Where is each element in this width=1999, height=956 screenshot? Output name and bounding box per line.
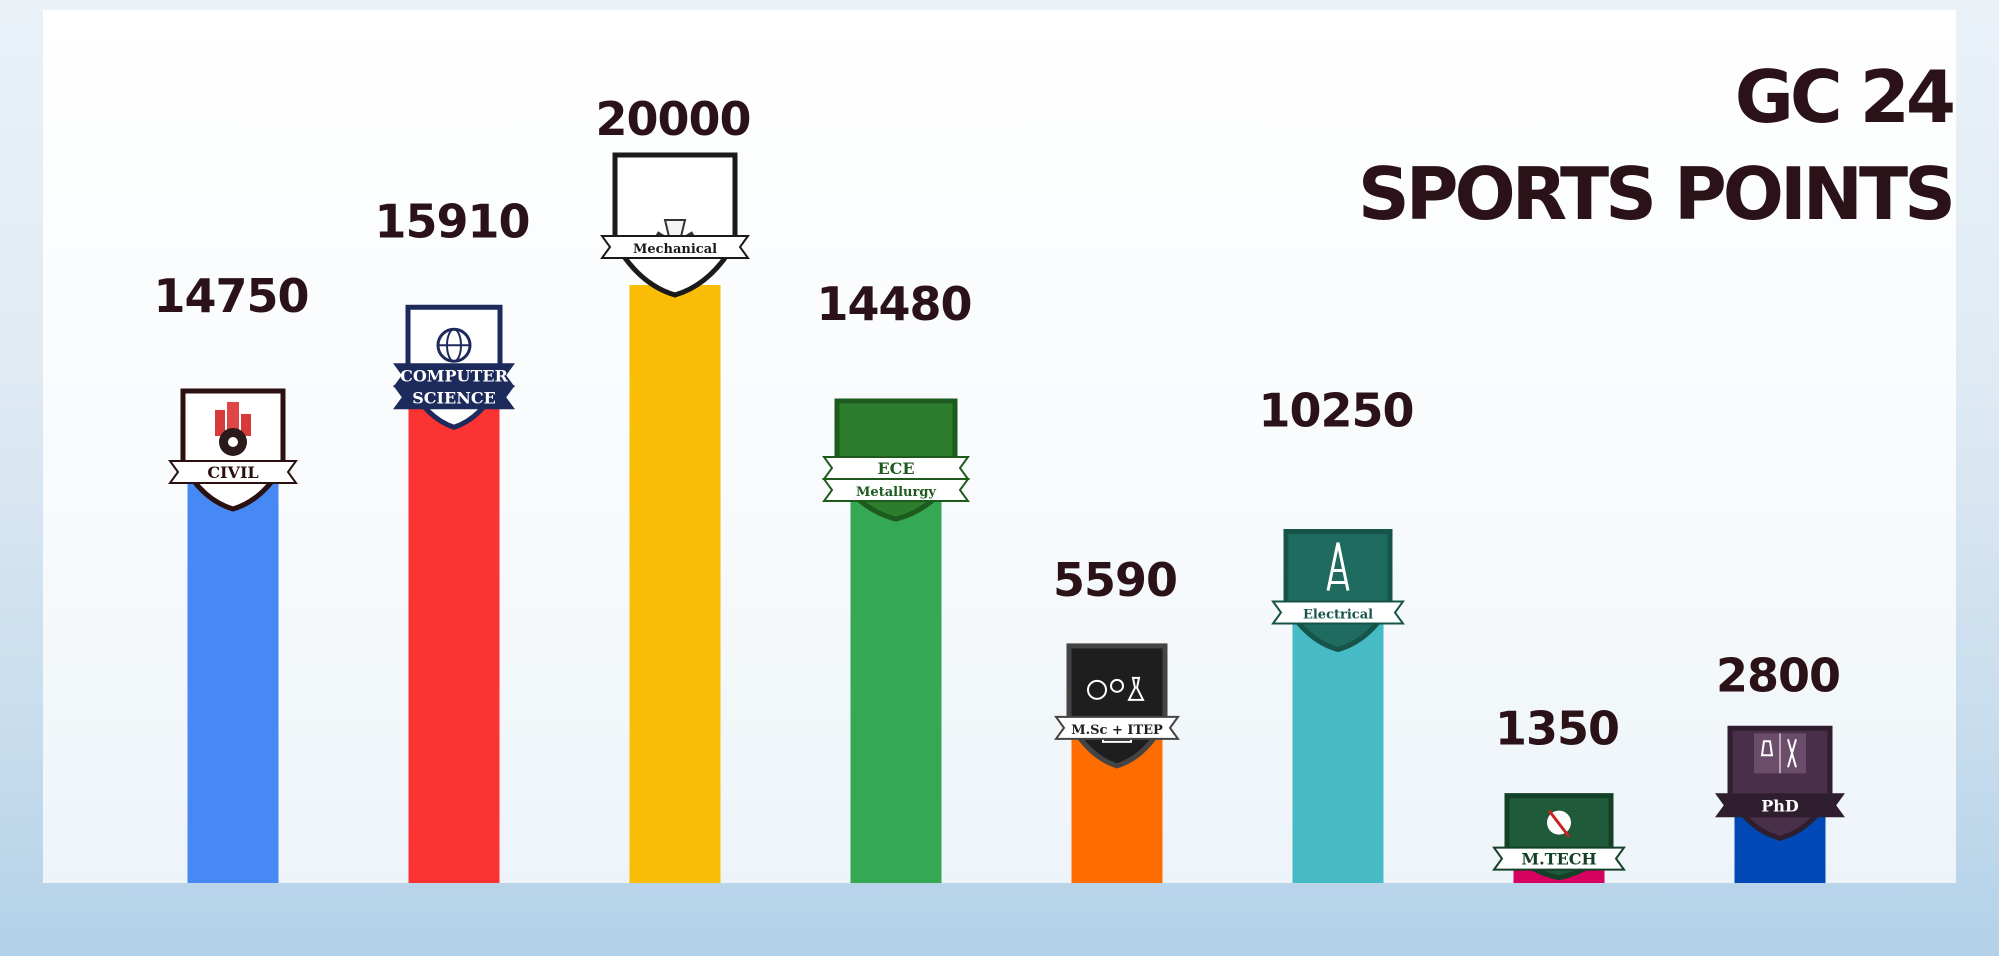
crest-label: Electrical <box>1303 608 1373 623</box>
transmission-tower-icon <box>1326 542 1350 591</box>
crest-label: PhD <box>1761 796 1799 815</box>
crest-label: M.TECH <box>1521 850 1596 869</box>
bar-mechanical <box>629 285 721 883</box>
bar-ece-metallurgy <box>850 450 942 883</box>
crest-building-gear-icon: CIVIL <box>168 388 298 512</box>
gear-tools-icon <box>1547 809 1571 838</box>
crest-circuit-chip-icon: ECE Metallurgy <box>822 398 970 522</box>
value-label-phd: 2800 <box>1716 648 1840 702</box>
crest-label: ECE <box>877 459 914 478</box>
value-label-mechanical: 20000 <box>595 92 750 146</box>
crest-flask-tools-icon: PhD <box>1715 725 1845 841</box>
crest-gear-tools-icon: M.TECH <box>1492 793 1626 881</box>
crest-label: Metallurgy <box>856 485 936 500</box>
crest-transmission-tower-icon: Electrical <box>1271 529 1405 653</box>
value-label-ece-metallurgy: 14480 <box>816 277 971 331</box>
value-label-m-tech: 1350 <box>1495 702 1619 756</box>
crest-label: COMPUTER <box>400 366 508 385</box>
chart-title: GC 24 SPORTS POINTS <box>1357 52 1956 246</box>
value-label-electrical: 10250 <box>1258 384 1413 438</box>
crest-label: Mechanical <box>633 242 717 257</box>
globe-circuit-icon <box>436 327 472 363</box>
value-label-m-sc-itep: 5590 <box>1053 553 1177 607</box>
title-line-2: SPORTS POINTS <box>1357 152 1956 236</box>
flask-tools-icon <box>1754 733 1806 774</box>
crest-gear-wrench-icon: Mechanical <box>600 152 750 298</box>
bar-computer-science <box>408 407 500 883</box>
crest-globe-flask-book-icon: M.Sc + ITEP <box>1054 643 1180 769</box>
bar-civil <box>187 441 279 883</box>
value-label-computer-science: 15910 <box>374 194 529 248</box>
building-gear-icon <box>215 401 251 456</box>
crest-globe-circuit-icon: COMPUTER SCIENCE <box>393 304 515 430</box>
value-label-civil: 14750 <box>153 269 308 323</box>
title-line-1: GC 24 <box>1734 55 1956 139</box>
crest-label: M.Sc + ITEP <box>1071 723 1163 738</box>
chart-panel <box>43 10 1956 883</box>
crest-label: SCIENCE <box>412 388 496 407</box>
crest-label: CIVIL <box>207 463 258 482</box>
